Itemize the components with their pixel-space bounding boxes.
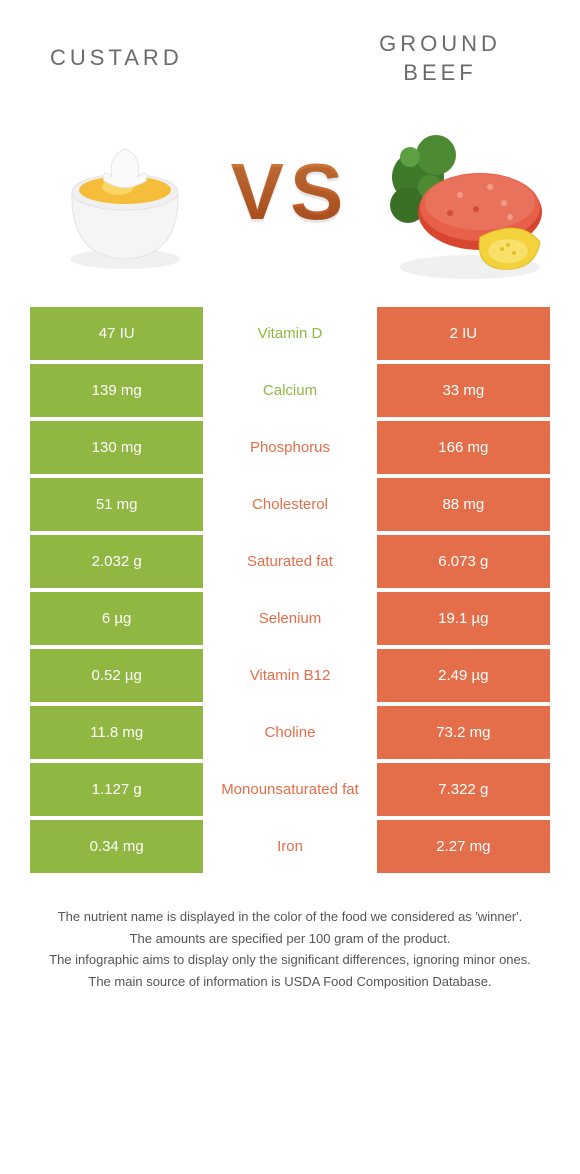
left-value-cell: 1.127 g bbox=[30, 763, 203, 816]
table-row: 6 µgSelenium19.1 µg bbox=[30, 592, 550, 645]
nutrient-name-cell: Iron bbox=[203, 820, 376, 873]
comparison-table: 47 IUVitamin D2 IU139 mgCalcium33 mg130 … bbox=[30, 307, 550, 873]
left-value-cell: 0.34 mg bbox=[30, 820, 203, 873]
table-row: 139 mgCalcium33 mg bbox=[30, 364, 550, 417]
right-food-title: Ground beef bbox=[350, 30, 530, 87]
right-value-cell: 166 mg bbox=[377, 421, 550, 474]
nutrient-name-cell: Choline bbox=[203, 706, 376, 759]
ground-beef-icon bbox=[380, 117, 560, 287]
left-value-cell: 47 IU bbox=[30, 307, 203, 360]
table-row: 0.34 mgIron2.27 mg bbox=[30, 820, 550, 873]
left-value-cell: 11.8 mg bbox=[30, 706, 203, 759]
left-value-cell: 130 mg bbox=[30, 421, 203, 474]
left-value-cell: 51 mg bbox=[30, 478, 203, 531]
footnote-line: The main source of information is USDA F… bbox=[40, 972, 540, 992]
nutrient-name-cell: Calcium bbox=[203, 364, 376, 417]
right-value-cell: 2 IU bbox=[377, 307, 550, 360]
footnote-line: The infographic aims to display only the… bbox=[40, 950, 540, 970]
right-value-cell: 2.49 µg bbox=[377, 649, 550, 702]
left-value-cell: 0.52 µg bbox=[30, 649, 203, 702]
right-value-cell: 88 mg bbox=[377, 478, 550, 531]
table-row: 11.8 mgCholine73.2 mg bbox=[30, 706, 550, 759]
ground-beef-image bbox=[380, 107, 550, 277]
left-value-cell: 2.032 g bbox=[30, 535, 203, 588]
right-value-cell: 33 mg bbox=[377, 364, 550, 417]
table-row: 47 IUVitamin D2 IU bbox=[30, 307, 550, 360]
right-value-cell: 2.27 mg bbox=[377, 820, 550, 873]
table-row: 51 mgCholesterol88 mg bbox=[30, 478, 550, 531]
nutrient-name-cell: Vitamin D bbox=[203, 307, 376, 360]
footnotes: The nutrient name is displayed in the co… bbox=[30, 877, 550, 991]
nutrient-name-cell: Vitamin B12 bbox=[203, 649, 376, 702]
nutrient-name-cell: Selenium bbox=[203, 592, 376, 645]
table-row: 1.127 gMonounsaturated fat7.322 g bbox=[30, 763, 550, 816]
table-row: 2.032 gSaturated fat6.073 g bbox=[30, 535, 550, 588]
nutrient-name-cell: Saturated fat bbox=[203, 535, 376, 588]
right-value-cell: 6.073 g bbox=[377, 535, 550, 588]
right-value-cell: 19.1 µg bbox=[377, 592, 550, 645]
nutrient-name-cell: Phosphorus bbox=[203, 421, 376, 474]
table-row: 130 mgPhosphorus166 mg bbox=[30, 421, 550, 474]
right-value-cell: 73.2 mg bbox=[377, 706, 550, 759]
hero-row: VS bbox=[30, 87, 550, 307]
vs-label: VS bbox=[231, 152, 350, 232]
right-value-cell: 7.322 g bbox=[377, 763, 550, 816]
footnote-line: The amounts are specified per 100 gram o… bbox=[40, 929, 540, 949]
table-row: 0.52 µgVitamin B122.49 µg bbox=[30, 649, 550, 702]
left-value-cell: 139 mg bbox=[30, 364, 203, 417]
left-value-cell: 6 µg bbox=[30, 592, 203, 645]
custard-icon bbox=[50, 137, 200, 277]
custard-image bbox=[30, 107, 200, 277]
nutrient-name-cell: Cholesterol bbox=[203, 478, 376, 531]
nutrient-name-cell: Monounsaturated fat bbox=[203, 763, 376, 816]
footnote-line: The nutrient name is displayed in the co… bbox=[40, 907, 540, 927]
title-row: Custard Ground beef bbox=[30, 20, 550, 87]
left-food-title: Custard bbox=[50, 44, 183, 73]
